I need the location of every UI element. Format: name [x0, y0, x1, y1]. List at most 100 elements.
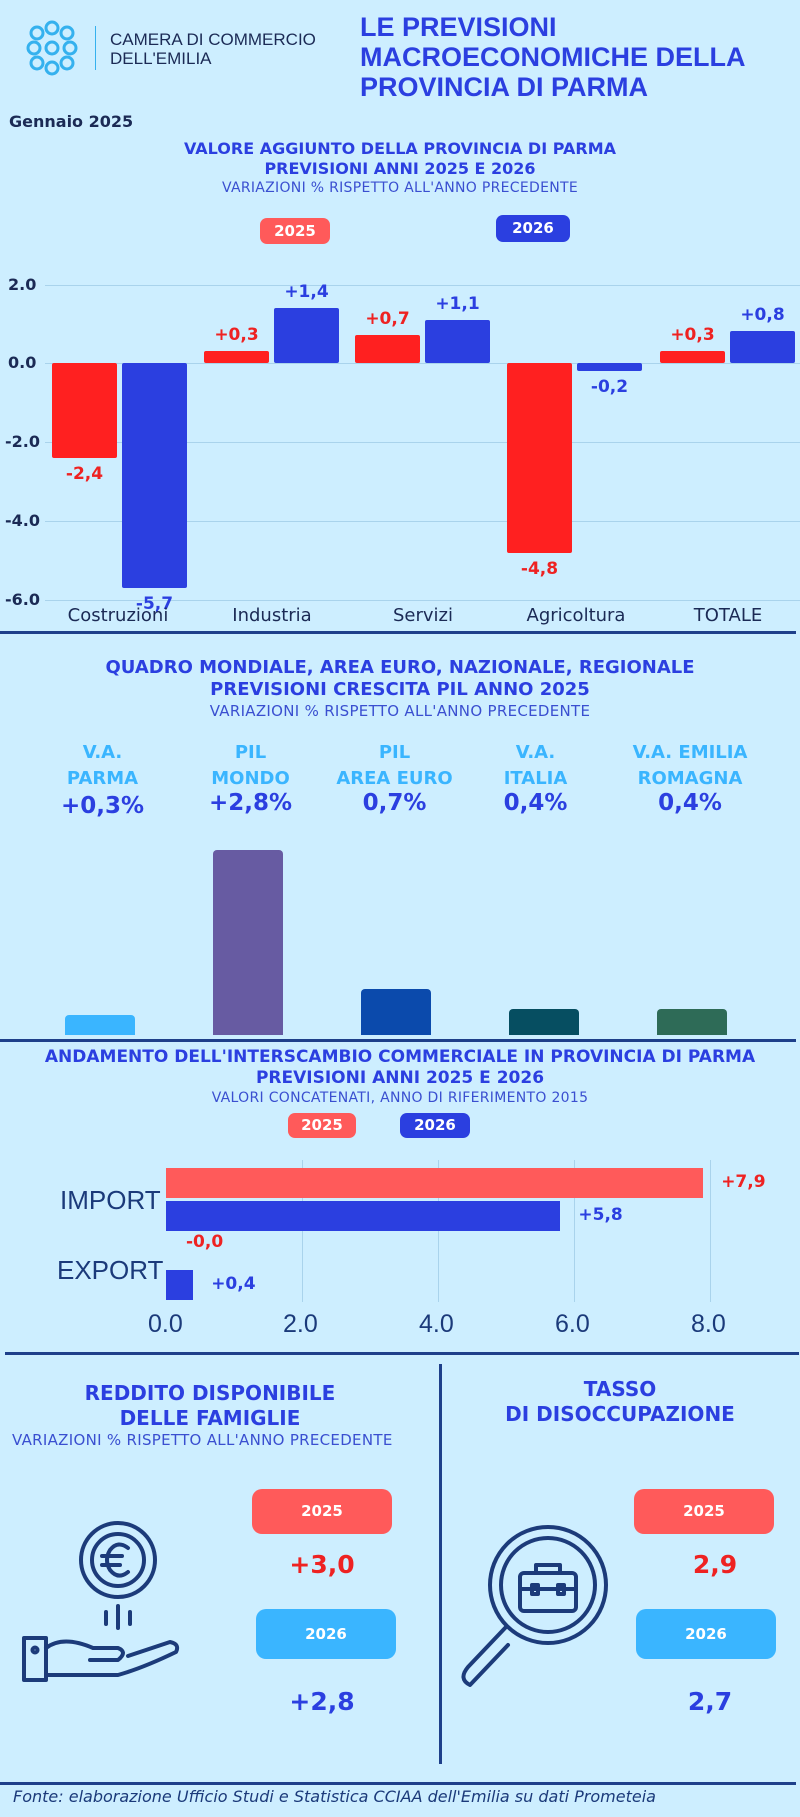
chart1-category: Industria	[232, 605, 312, 626]
unemployment-title-line2: DI DISOCCUPAZIONE	[505, 1402, 735, 1426]
chart1-category: Agricoltura	[526, 605, 626, 626]
unemployment-title: TASSO DI DISOCCUPAZIONE	[470, 1377, 770, 1427]
income-2025-value: +3,0	[289, 1550, 355, 1579]
chart1-value-label: +0,8	[740, 305, 785, 326]
chart1-bar	[425, 319, 490, 363]
euro-hand-icon	[18, 1520, 188, 1695]
footer-source: Fonte: elaborazione Ufficio Studi e Stat…	[13, 1787, 656, 1806]
legend-2025-pill: 2025	[288, 1113, 356, 1138]
chart1-bar	[507, 363, 572, 553]
chart3-value-label: +0,4	[211, 1274, 256, 1294]
growth-value: 0,4%	[503, 790, 568, 816]
section3-title: ANDAMENTO DELL'INTERSCAMBIO COMMERCIALE …	[0, 1047, 800, 1089]
chart3-category: IMPORT	[60, 1185, 161, 1215]
income-2026-value: +2,8	[289, 1687, 355, 1716]
chart1-value-label: +0,7	[365, 309, 410, 330]
org-name: CAMERA DI COMMERCIO DELL'EMILIA	[110, 30, 316, 68]
org-name-line1: CAMERA DI COMMERCIO	[110, 30, 316, 49]
income-subtitle: VARIAZIONI % RISPETTO ALL'ANNO PRECEDENT…	[12, 1431, 393, 1449]
chart1-value-label: -2,4	[65, 463, 104, 484]
page-title-line1: LE PREVISIONI	[360, 12, 557, 42]
chart1-value-label: -5,7	[135, 594, 174, 615]
chart3-xtick: 2.0	[283, 1310, 318, 1338]
page-title-line2: MACROECONOMICHE DELLA	[360, 42, 746, 72]
chart2-bar	[213, 850, 283, 1035]
section3-title-line1: ANDAMENTO DELL'INTERSCAMBIO COMMERCIALE …	[44, 1047, 756, 1067]
section2-title-line1: QUADRO MONDIALE, AREA EURO, NAZIONALE, R…	[105, 657, 695, 678]
vertical-divider	[439, 1364, 442, 1764]
section2-title: QUADRO MONDIALE, AREA EURO, NAZIONALE, R…	[0, 657, 800, 701]
unemployment-2025-value: 2,9	[692, 1550, 738, 1579]
chart1-bar	[355, 335, 420, 363]
chart1-value-label: +0,3	[670, 325, 715, 346]
chart1-value-label: +1,4	[284, 281, 329, 302]
magnifier-briefcase-icon	[448, 1515, 628, 1695]
section3-title-line2: PREVISIONI ANNI 2025 E 2026	[255, 1068, 545, 1088]
chart3-value-label: +5,8	[578, 1205, 623, 1225]
chart1-bar	[577, 363, 642, 371]
chart1-value-label: -4,8	[520, 558, 559, 579]
chart3-category: EXPORT	[57, 1255, 164, 1285]
page-title: LE PREVISIONI MACROECONOMICHE DELLA PROV…	[360, 12, 746, 102]
chart2-bar	[657, 1008, 727, 1035]
unemployment-2026-value: 2,7	[687, 1687, 733, 1716]
unemployment-title-line1: TASSO	[583, 1377, 657, 1401]
legend-2026-pill: 2026	[496, 215, 570, 242]
chart3-bar	[166, 1168, 704, 1198]
growth-label: V.A. PARMA	[66, 742, 139, 789]
logo	[22, 18, 82, 78]
growth-label: V.A. ITALIA	[503, 742, 568, 789]
chart1-bar	[660, 351, 725, 363]
legend-2026-pill: 2026	[400, 1113, 470, 1138]
growth-value: 0,4%	[658, 790, 722, 816]
chart3-xtick: 6.0	[555, 1310, 590, 1338]
chart1-value-label: -0,2	[590, 376, 629, 397]
section-divider	[0, 1039, 796, 1042]
chart1-ytick: -6.0	[5, 590, 40, 609]
chart3-xtick: 0.0	[148, 1310, 183, 1338]
chart1-bar	[52, 363, 117, 458]
publication-date: Gennaio 2025	[9, 112, 134, 131]
chart3-bar	[166, 1201, 561, 1231]
chart1-category: Costruzioni	[67, 605, 169, 626]
growth-value: +2,8%	[208, 790, 293, 816]
org-name-line2: DELL'EMILIA	[110, 49, 212, 68]
chart1-value-label: +1,1	[435, 293, 480, 314]
section1-title-line2: PREVISIONI ANNI 2025 E 2026	[264, 159, 536, 178]
chart3-bar	[166, 1270, 194, 1300]
income-title: REDDITO DISPONIBILE DELLE FAMIGLIE	[30, 1381, 390, 1431]
logo-icon	[26, 20, 78, 76]
chart1-category: TOTALE	[693, 605, 763, 626]
chart1-ytick: -2.0	[5, 432, 40, 451]
unemployment-2025-pill: 2025	[634, 1489, 774, 1534]
chart1-bar	[730, 331, 795, 363]
logo-divider	[95, 26, 96, 70]
growth-label: V.A. EMILIA ROMAGNA	[632, 742, 748, 789]
section2-subtitle: VARIAZIONI % RISPETTO ALL'ANNO PRECEDENT…	[209, 702, 591, 720]
chart3-value-label: +7,9	[721, 1172, 766, 1192]
footer-divider	[0, 1782, 796, 1785]
chart2-bar	[361, 988, 431, 1035]
unemployment-2026-pill: 2026	[636, 1609, 776, 1659]
chart3-value-label: -0,0	[186, 1232, 224, 1252]
section3-subtitle: VALORI CONCATENATI, ANNO DI RIFERIMENTO …	[211, 1090, 589, 1106]
chart1-bar	[122, 363, 187, 589]
chart1-category: Servizi	[392, 605, 453, 626]
growth-label: PIL MONDO	[211, 742, 290, 789]
chart3-xtick: 8.0	[691, 1310, 726, 1338]
income-title-line2: DELLE FAMIGLIE	[119, 1406, 301, 1430]
growth-value: 0,7%	[362, 790, 427, 816]
chart1-ytick: 0.0	[8, 353, 37, 372]
section1-title: VALORE AGGIUNTO DELLA PROVINCIA DI PARMA…	[0, 139, 800, 179]
page-title-line3: PROVINCIA DI PARMA	[360, 72, 649, 102]
chart2-bar	[65, 1015, 135, 1035]
section-divider	[5, 1352, 799, 1355]
chart1-ytick: -4.0	[5, 511, 40, 530]
growth-value: +0,3%	[60, 793, 145, 819]
chart2-bar	[509, 1008, 579, 1035]
chart3-xtick: 4.0	[419, 1310, 454, 1338]
chart1-value-label: +0,3	[214, 325, 259, 346]
section1-subtitle: VARIAZIONI % RISPETTO ALL'ANNO PRECEDENT…	[221, 180, 579, 196]
section1-title-line1: VALORE AGGIUNTO DELLA PROVINCIA DI PARMA	[183, 139, 616, 158]
income-title-line1: REDDITO DISPONIBILE	[84, 1381, 336, 1405]
